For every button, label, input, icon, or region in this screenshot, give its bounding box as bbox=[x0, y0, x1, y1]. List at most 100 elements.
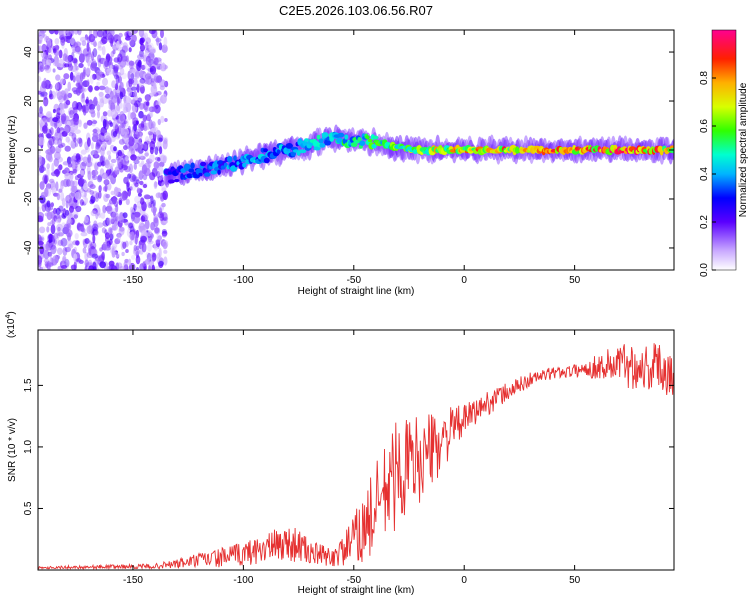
heat-cell bbox=[135, 156, 141, 161]
x-tick-label: -150 bbox=[123, 575, 143, 586]
heat-cell bbox=[66, 215, 72, 224]
heat-cell bbox=[149, 30, 156, 35]
heat-cell bbox=[110, 158, 117, 164]
heat-cell bbox=[44, 175, 48, 185]
heat-cell bbox=[92, 234, 96, 244]
heat-cell bbox=[151, 264, 156, 270]
heat-cell bbox=[133, 244, 137, 252]
heat-cell bbox=[54, 30, 59, 35]
heat-cell bbox=[102, 172, 108, 180]
heat-cell bbox=[57, 81, 60, 92]
heat-cell bbox=[46, 111, 52, 118]
heat-cell bbox=[78, 84, 84, 90]
heat-cell bbox=[135, 245, 140, 251]
heat-cell bbox=[91, 135, 99, 143]
heat-cell bbox=[50, 244, 57, 255]
heat-cell bbox=[226, 156, 233, 163]
heat-cell bbox=[76, 137, 83, 144]
heat-cell bbox=[46, 262, 54, 267]
heat-cell bbox=[84, 238, 90, 244]
heat-cell bbox=[151, 252, 157, 262]
heat-cell bbox=[158, 176, 162, 182]
heat-cell bbox=[68, 180, 75, 187]
heat-cell bbox=[151, 252, 156, 258]
heat-cell bbox=[160, 30, 164, 39]
heat-cell bbox=[55, 112, 61, 120]
heat-cell bbox=[200, 161, 207, 167]
heat-cell bbox=[65, 99, 71, 106]
heat-cell bbox=[143, 32, 149, 41]
heat-cell bbox=[63, 223, 70, 234]
heat-cell bbox=[70, 156, 77, 165]
heat-cell bbox=[39, 91, 45, 98]
heat-cell bbox=[223, 162, 228, 168]
heat-cell bbox=[127, 70, 131, 80]
heat-cell bbox=[126, 133, 130, 139]
heat-cell bbox=[161, 202, 166, 208]
x-tick-label: -150 bbox=[123, 275, 143, 286]
heat-cell bbox=[153, 161, 160, 169]
heat-cell bbox=[61, 90, 65, 95]
heat-cell bbox=[74, 129, 81, 135]
heat-cell bbox=[66, 30, 72, 37]
heat-cell bbox=[68, 192, 75, 200]
heat-cell bbox=[75, 87, 81, 96]
heat-cell bbox=[162, 241, 168, 250]
heat-cell bbox=[69, 109, 74, 119]
heat-cell bbox=[154, 146, 159, 156]
x-tick-label: 0 bbox=[461, 575, 467, 586]
heat-cell bbox=[87, 137, 91, 147]
heat-cell bbox=[151, 167, 158, 177]
heat-cell bbox=[276, 149, 281, 154]
heat-cell bbox=[67, 92, 73, 99]
heat-cell bbox=[60, 36, 66, 46]
heat-cell bbox=[75, 65, 79, 71]
heat-cell bbox=[106, 150, 112, 156]
heat-cell bbox=[193, 173, 201, 179]
heat-cell bbox=[161, 44, 168, 53]
heat-cell bbox=[125, 249, 129, 253]
heat-cell bbox=[38, 236, 45, 242]
heat-cell bbox=[91, 223, 99, 232]
heat-cell bbox=[102, 77, 108, 86]
heat-cell bbox=[127, 89, 132, 97]
heat-cell bbox=[151, 121, 156, 129]
heat-cell bbox=[139, 43, 146, 52]
heat-cell bbox=[44, 64, 50, 70]
heat-cell bbox=[140, 37, 145, 43]
heat-cell bbox=[143, 194, 151, 200]
heat-cell bbox=[53, 158, 59, 167]
heat-cell bbox=[102, 204, 107, 214]
heat-cell bbox=[92, 191, 99, 198]
snr-panel: -150 -100 -50 0 50 0.5 1.0 1.5 (x104) Height of… bbox=[5, 311, 675, 596]
heat-cell bbox=[154, 72, 159, 83]
heat-cell bbox=[190, 162, 195, 169]
heat-cell bbox=[116, 40, 120, 49]
heat-cell bbox=[163, 249, 168, 254]
heat-cell bbox=[136, 187, 140, 194]
heat-cell bbox=[109, 264, 116, 270]
heat-cell bbox=[97, 41, 102, 49]
heat-cell bbox=[152, 82, 157, 90]
heat-cell bbox=[151, 206, 157, 214]
heat-cell bbox=[140, 215, 146, 223]
heat-cell bbox=[109, 233, 114, 241]
snr-multiplier-base: (x10 bbox=[6, 318, 17, 338]
heat-cell bbox=[54, 120, 58, 129]
heat-cell bbox=[101, 36, 108, 44]
heat-cell bbox=[113, 221, 118, 227]
heat-cell bbox=[43, 96, 49, 107]
heat-cell bbox=[73, 65, 79, 73]
heat-cell bbox=[90, 62, 97, 71]
heat-cell bbox=[150, 195, 154, 205]
heat-cell bbox=[101, 251, 105, 261]
heat-cell bbox=[100, 212, 106, 219]
heat-cell bbox=[64, 258, 70, 268]
heat-cell bbox=[344, 134, 349, 140]
heat-cell bbox=[147, 57, 152, 65]
heat-cell bbox=[131, 34, 137, 43]
heat-cell bbox=[51, 162, 55, 173]
heat-cell bbox=[145, 41, 149, 51]
heat-cell bbox=[59, 103, 65, 111]
heat-cell bbox=[127, 173, 132, 179]
